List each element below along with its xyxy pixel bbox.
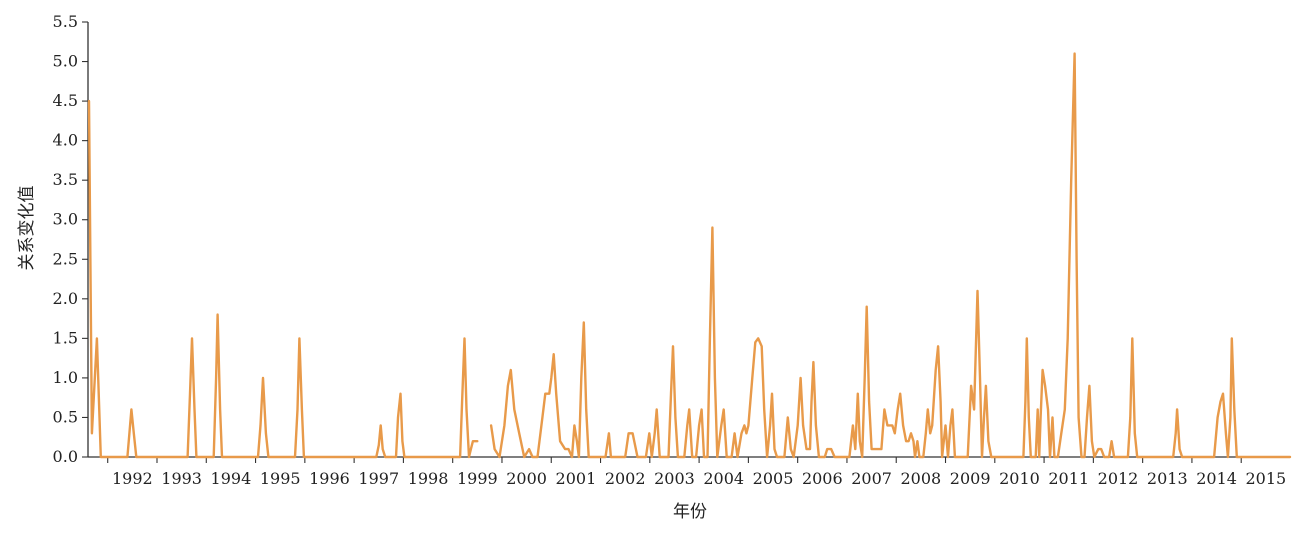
x-tick-label: 2005 xyxy=(753,469,794,488)
y-tick-label: 4.5 xyxy=(53,91,78,110)
x-tick-label: 1998 xyxy=(408,469,449,488)
x-tick-label: 1993 xyxy=(161,469,202,488)
x-axis-title: 年份 xyxy=(673,502,707,522)
series-line xyxy=(489,52,1292,459)
y-tick-label: 3.5 xyxy=(53,170,78,189)
y-axis-title: 关系变化值 xyxy=(17,186,37,271)
x-tick-label: 1995 xyxy=(260,469,301,488)
x-tick-label: 2004 xyxy=(703,469,744,488)
x-tick-label: 2012 xyxy=(1098,469,1139,488)
y-tick-label: 0.5 xyxy=(53,407,78,426)
x-tick-label: 2000 xyxy=(506,469,547,488)
x-tick-label: 2003 xyxy=(654,469,695,488)
x-tick-label: 2013 xyxy=(1147,469,1188,488)
y-tick-label: 3.0 xyxy=(53,210,78,229)
y-tick-label: 2.0 xyxy=(53,289,78,308)
x-tick-label: 1996 xyxy=(309,469,350,488)
x-tick-label: 2002 xyxy=(605,469,646,488)
x-tick-label: 2009 xyxy=(950,469,991,488)
y-tick-label: 4.0 xyxy=(53,131,78,150)
x-tick-label: 1994 xyxy=(211,469,252,488)
x-tick-label: 1992 xyxy=(112,469,153,488)
y-tick-label: 0.0 xyxy=(53,447,78,466)
y-axis-ticks: 0.0 0.5 1.0 1.5 2.0 2.5 3.0 3.5 4.0 4.5 5.0 5.5 xyxy=(53,12,88,466)
series-group xyxy=(87,52,1292,459)
axes xyxy=(87,22,1290,458)
x-tick-label: 1997 xyxy=(358,469,399,488)
x-tick-label: 2010 xyxy=(999,469,1040,488)
y-tick-label: 1.5 xyxy=(53,328,78,347)
y-tick-label: 2.5 xyxy=(53,249,78,268)
y-tick-label: 5.5 xyxy=(53,12,78,31)
x-tick-label: 2014 xyxy=(1196,469,1237,488)
x-tick-label: 2007 xyxy=(851,469,892,488)
y-tick-label: 1.0 xyxy=(53,368,78,387)
series-line xyxy=(87,99,479,459)
y-tick-label: 5.0 xyxy=(53,52,78,71)
x-tick-label: 2008 xyxy=(901,469,942,488)
x-tick-label: 2011 xyxy=(1048,469,1089,488)
x-tick-label: 1999 xyxy=(457,469,498,488)
x-tick-label: 2015 xyxy=(1245,469,1286,488)
x-tick-label: 2006 xyxy=(802,469,843,488)
x-axis-ticks: 1992 1993 1994 1995 1996 1997 1998 1999 2000 2001… xyxy=(107,457,1286,488)
x-tick-label: 2001 xyxy=(556,469,597,488)
